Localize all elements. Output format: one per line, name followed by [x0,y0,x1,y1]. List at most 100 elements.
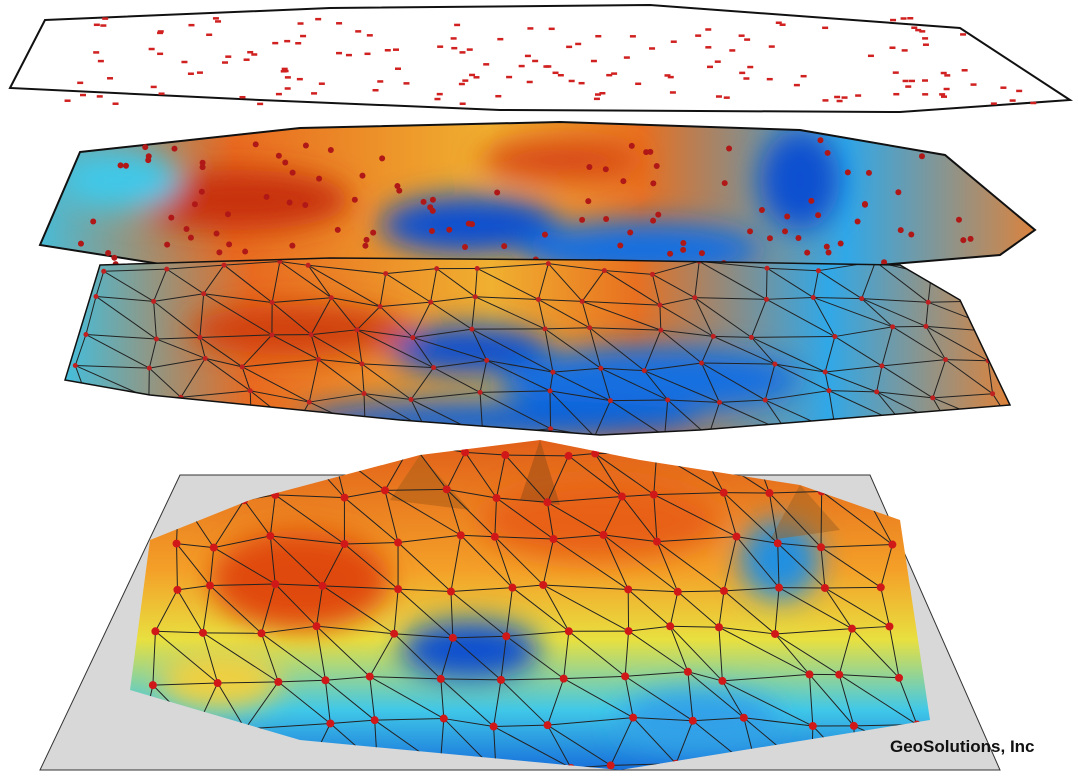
mesh-node [833,429,839,435]
mesh-edge [410,367,435,400]
mesh-edge [839,674,900,679]
mesh-edge [450,587,513,593]
mesh-edge [932,359,947,398]
sample-point [707,65,714,69]
mesh-edge [547,501,604,536]
mesh-node [308,332,314,338]
mesh-edge [838,628,853,675]
sample-point [280,70,287,73]
mesh-edge [202,585,211,633]
sample-point [867,54,874,58]
mesh-edge [318,358,362,365]
mesh-node [785,430,791,435]
sample-point [296,77,303,81]
mesh-edge [500,636,507,680]
mesh-edge [486,359,551,392]
mesh-edge [271,261,281,303]
mesh-edge [834,336,883,367]
sample-point [628,142,635,149]
mesh-edge [834,326,893,338]
sample-point [252,141,259,148]
sample-point [168,214,175,221]
mesh-edge [209,583,276,587]
mesh-edge [861,298,927,327]
mesh-edge [156,338,206,359]
mesh-edge [153,268,168,302]
mesh-node [773,539,782,548]
mesh-edge [75,365,150,369]
mesh-node [383,271,389,277]
mesh-edge [241,334,273,368]
mesh-node [692,295,698,301]
mesh-node [990,391,996,397]
mesh-edge [820,544,893,548]
mesh-edge [260,633,279,683]
sample-point [394,67,401,70]
mesh-edge [664,399,669,435]
mesh-node [173,585,182,594]
mesh-edge [493,724,548,728]
mesh-edge [344,489,386,499]
mesh-node [732,532,741,541]
sample-point [199,159,206,166]
mesh-node [618,492,627,501]
mesh-edge [547,496,623,503]
mesh-edge [881,359,946,367]
mesh-edge [625,671,688,677]
mesh-node [191,447,200,456]
mesh-edge [932,393,993,399]
mesh-node [888,540,897,549]
mesh-edge [148,367,182,398]
sample-point [427,204,434,211]
mesh-edge [777,543,780,588]
mesh-edge [95,271,105,297]
mesh-edge [275,583,323,587]
sample-point [212,17,219,20]
mesh-edge [542,584,570,632]
mesh-edge [155,630,218,684]
mesh-edge [356,329,363,364]
mesh-edge [512,587,570,632]
sample-point [970,83,977,86]
mesh-node [879,363,885,369]
mesh-node [587,325,593,331]
mesh-node [148,681,157,690]
sample-point [318,82,325,85]
mesh-edge [494,536,544,586]
sample-point [817,137,824,144]
sample-point [893,92,900,96]
mesh-edge [694,297,714,337]
mesh-edge [384,489,462,536]
mesh-edge [363,393,412,400]
sample-point [518,64,525,68]
mesh-edge [701,362,775,365]
mesh-edge [628,625,671,632]
mesh-edge [667,399,720,403]
mesh-edge [149,357,206,369]
mesh-edge [322,585,399,590]
mesh-edge [217,682,246,730]
mesh-edge [719,399,766,403]
mesh-edge [722,680,814,727]
mesh-edge [217,681,279,684]
sample-point [315,17,322,21]
mesh-edge [985,300,1007,333]
mesh-node [146,395,152,401]
mesh-edge [644,362,702,372]
sample-point [861,201,868,208]
mesh-node [719,488,728,497]
sample-point [366,34,373,37]
sample-point [187,72,194,75]
mesh-edge [452,637,502,681]
sample-point [100,24,107,27]
mesh-edge [493,726,572,769]
mesh-edge [687,671,745,719]
mesh-node [901,423,907,429]
mesh-edge [493,679,502,727]
sample-point [243,58,250,61]
mesh-edge [506,630,569,637]
mesh-edge [505,454,569,457]
mesh-edge [547,717,634,726]
sample-point [112,102,119,105]
